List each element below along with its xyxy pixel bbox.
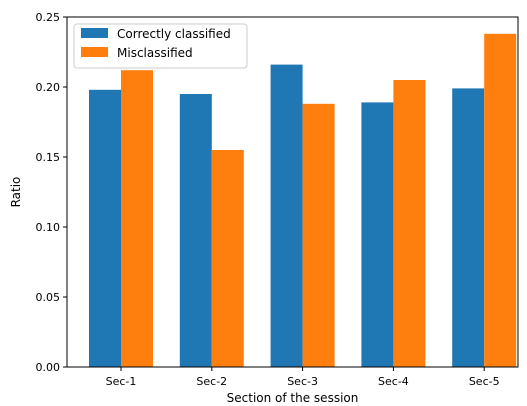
bar-correct-sec-5 bbox=[452, 88, 485, 368]
bar-correct-sec-2 bbox=[179, 94, 212, 367]
legend: Correctly classified Misclassified bbox=[73, 23, 248, 69]
x-tick-label: Sec-4 bbox=[378, 375, 409, 388]
y-tick-label: 0.10 bbox=[36, 221, 61, 234]
bar-misclassified-sec-1 bbox=[121, 70, 153, 367]
axes-group: Sec-1 Sec-2 Sec-3 Sec-4 Sec-5 0.00 0.05 0.10 0.1… bbox=[36, 11, 519, 388]
x-tick-label: Sec-3 bbox=[287, 375, 318, 388]
bar-correct-sec-3 bbox=[270, 64, 303, 367]
legend-box bbox=[73, 23, 248, 69]
y-tick-label: 0.15 bbox=[36, 151, 61, 164]
legend-label: Correctly classified bbox=[117, 27, 231, 41]
x-axis-label: Section of the session bbox=[227, 391, 359, 405]
x-tick-label: Sec-2 bbox=[196, 375, 227, 388]
y-tick-label: 0.00 bbox=[36, 361, 61, 374]
bar-misclassified-sec-3 bbox=[302, 103, 335, 368]
bars-group bbox=[89, 33, 517, 368]
bar-correct-sec-4 bbox=[361, 102, 394, 368]
plot-frame bbox=[66, 16, 519, 368]
y-axis-label: Ratio bbox=[9, 177, 23, 208]
x-tick-label: Sec-5 bbox=[469, 375, 500, 388]
bar-correct-sec-1 bbox=[89, 89, 121, 368]
legend-swatch bbox=[81, 28, 108, 38]
legend-swatch bbox=[81, 47, 108, 57]
bar-misclassified-sec-2 bbox=[211, 150, 244, 367]
legend-label: Misclassified bbox=[117, 46, 193, 60]
bar-misclassified-sec-5 bbox=[484, 33, 517, 368]
x-tick-label: Sec-1 bbox=[106, 375, 137, 388]
y-tick-label: 0.20 bbox=[36, 81, 61, 94]
bar-misclassified-sec-4 bbox=[393, 80, 426, 367]
y-tick-label: 0.05 bbox=[36, 291, 61, 304]
y-tick-label: 0.25 bbox=[36, 11, 61, 24]
